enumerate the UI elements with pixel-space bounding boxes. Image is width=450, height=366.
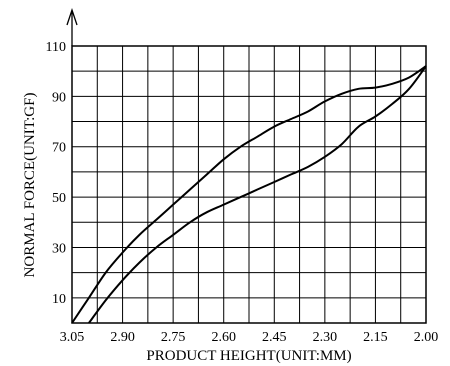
x-tick-labels: 3.05 2.90 2.75 2.60 2.45 2.30 2.15 2.00	[60, 330, 439, 345]
y-tick-label: 110	[46, 40, 66, 55]
chart-grid	[72, 46, 426, 323]
x-tick-label: 2.75	[161, 330, 186, 345]
x-tick-label: 2.60	[211, 330, 236, 345]
y-tick-label: 10	[52, 292, 66, 307]
y-axis-arrow	[66, 7, 78, 46]
x-axis-label: PRODUCT HEIGHT(UNIT:MM)	[146, 348, 351, 364]
upper-curve	[71, 65, 427, 324]
lower-curve	[88, 65, 427, 324]
y-tick-label: 30	[52, 241, 66, 256]
y-tick-label: 90	[52, 90, 66, 105]
y-tick-labels: 10 30 50 70 90 110	[46, 40, 66, 307]
x-tick-label: 2.00	[414, 330, 439, 345]
plot-frame	[71, 45, 427, 324]
x-tick-label: 2.15	[363, 330, 388, 345]
x-tick-label: 3.05	[60, 330, 85, 345]
x-tick-label: 2.45	[262, 330, 287, 345]
y-tick-label: 50	[52, 191, 66, 206]
y-axis-label: NORMAL FORCE(UNIT:GF)	[22, 93, 38, 278]
chart-curves	[71, 65, 427, 324]
x-tick-label: 2.30	[313, 330, 338, 345]
y-tick-label: 70	[52, 141, 66, 156]
x-tick-label: 2.90	[110, 330, 135, 345]
